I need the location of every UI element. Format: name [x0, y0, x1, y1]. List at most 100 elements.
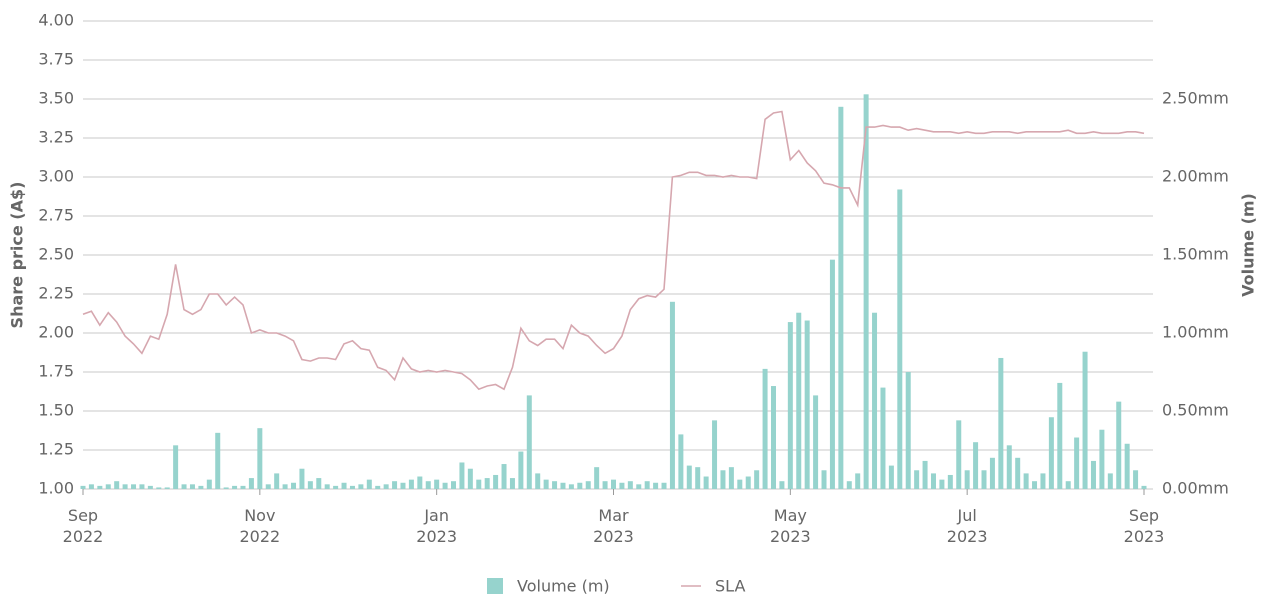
volume-bar	[442, 482, 448, 489]
volume-bar	[80, 485, 86, 489]
volume-bar	[232, 485, 238, 489]
volume-bar	[467, 468, 473, 489]
volume-bar	[1015, 457, 1021, 489]
volume-bar	[922, 460, 928, 489]
volume-bar	[678, 434, 684, 489]
x-tick-label: Mar 2023	[593, 506, 634, 546]
volume-bar	[686, 465, 692, 489]
y-tick-label: 2.25	[38, 284, 74, 303]
y2-tick-label: 0.50mm	[1162, 401, 1229, 420]
volume-bar	[417, 476, 423, 489]
volume-bar	[1082, 351, 1088, 489]
volume-bar	[737, 479, 743, 489]
volume-bar	[552, 481, 558, 489]
volume-bar	[122, 484, 128, 489]
volume-bar	[274, 473, 280, 489]
volume-bar	[223, 487, 229, 489]
volume-bar	[914, 470, 920, 489]
volume-bar	[1074, 437, 1080, 489]
y2-tick-label: 0.00mm	[1162, 479, 1229, 498]
volume-bar	[400, 482, 406, 489]
volume-bar	[1040, 473, 1046, 489]
volume-bar	[1099, 429, 1105, 489]
volume-bar	[653, 482, 659, 489]
y-tick-label: 2.00	[38, 323, 74, 342]
volume-bar	[257, 428, 263, 489]
y-tick-label: 3.50	[38, 89, 74, 108]
volume-bar	[1090, 460, 1096, 489]
y-axis-title: Share price (A$)	[8, 182, 27, 329]
volume-bar	[989, 457, 995, 489]
volume-bar	[501, 464, 507, 489]
y-tick-label: 2.75	[38, 206, 74, 225]
volume-bar	[1141, 485, 1147, 489]
volume-bar	[762, 368, 768, 489]
volume-bar	[585, 481, 591, 489]
volume-bar	[240, 485, 246, 489]
volume-bar	[248, 478, 254, 489]
price-line	[82, 110, 1145, 391]
volume-bar	[484, 478, 490, 489]
volume-bar	[392, 481, 398, 489]
volume-bar	[139, 484, 145, 489]
volume-bar	[703, 476, 709, 489]
volume-bar	[1023, 473, 1029, 489]
volume-bar	[956, 420, 962, 489]
y-tick-label: 4.00	[38, 11, 74, 30]
volume-bar	[661, 482, 667, 489]
volume-bar	[518, 451, 524, 489]
volume-bar	[888, 465, 894, 489]
volume-bar	[543, 479, 549, 489]
volume-bar	[644, 481, 650, 489]
volume-bar	[602, 481, 608, 489]
volume-bar	[728, 467, 734, 489]
volume-bar	[198, 485, 204, 489]
x-tick-label: Jan 2023	[416, 506, 458, 546]
volume-bar	[838, 106, 844, 490]
volume-bar	[594, 467, 600, 489]
y2-tick-label: 1.50mm	[1162, 245, 1229, 264]
volume-bar	[577, 482, 583, 489]
volume-bar	[855, 473, 861, 489]
volume-bar	[131, 484, 137, 489]
volume-bar	[560, 482, 566, 489]
volume-bar	[408, 479, 414, 489]
volume-bar	[1065, 481, 1071, 489]
volume-bar	[627, 481, 633, 489]
volume-bar	[897, 189, 903, 490]
volume-bar	[754, 470, 760, 489]
volume-bar	[939, 479, 945, 489]
volume-bar	[299, 468, 305, 489]
volume-bar	[105, 484, 111, 489]
volume-bar	[535, 473, 541, 489]
volume-bar	[156, 487, 162, 489]
volume-bar	[636, 484, 642, 489]
volume-bar	[291, 482, 297, 489]
volume-bar	[745, 476, 751, 489]
volume-bar	[1006, 445, 1012, 489]
volume-bar	[324, 484, 330, 489]
volume-bar	[526, 395, 532, 489]
volume-bar	[1048, 417, 1054, 489]
volume-bar	[981, 470, 987, 489]
volume-bar	[829, 259, 835, 489]
volume-bar	[611, 479, 616, 489]
y-tick-label: 2.50	[38, 245, 74, 264]
volume-bar	[720, 470, 726, 489]
volume-bar	[863, 94, 869, 489]
y-tick-label: 1.75	[38, 362, 74, 381]
volume-bar	[1057, 382, 1063, 489]
volume-bar	[1116, 401, 1122, 489]
x-tick-label: Nov 2022	[239, 506, 281, 546]
volume-bar	[425, 481, 431, 489]
volume-bar	[821, 470, 827, 489]
legend-label: Volume (m)	[517, 577, 610, 596]
volume-bar	[695, 467, 701, 489]
legend-swatch	[487, 578, 503, 594]
volume-bar	[964, 470, 970, 489]
y2-tick-label: 2.00mm	[1162, 167, 1229, 186]
volume-bar	[1107, 473, 1113, 489]
volume-bar	[451, 481, 457, 489]
